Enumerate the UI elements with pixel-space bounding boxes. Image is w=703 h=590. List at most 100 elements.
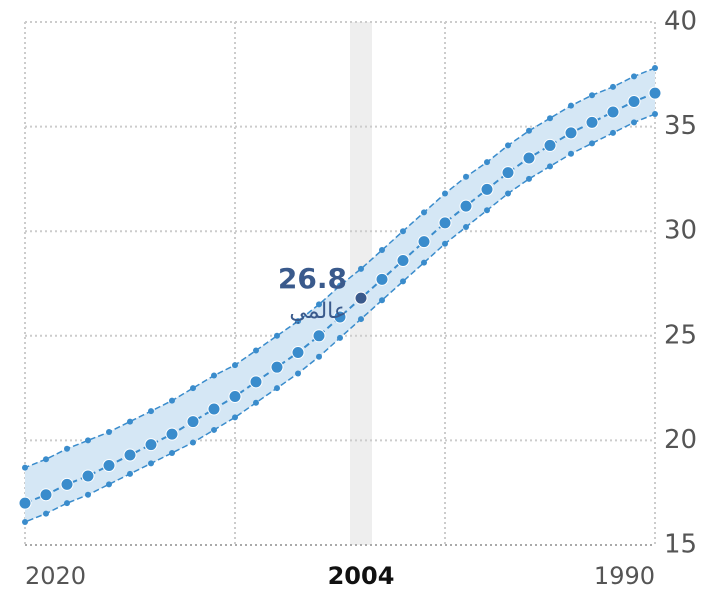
band-point — [610, 129, 616, 136]
band-point — [631, 119, 637, 126]
band-point — [400, 278, 406, 285]
band-point — [589, 92, 595, 99]
band-point — [190, 439, 196, 446]
band-point — [526, 127, 532, 134]
band-point — [190, 385, 196, 392]
y-tick-label: 20 — [664, 425, 697, 455]
band-point — [568, 102, 574, 109]
point — [480, 182, 494, 196]
band-point — [22, 518, 28, 525]
band-point — [127, 418, 133, 425]
point — [564, 126, 578, 140]
value-label: 26.8 — [278, 262, 347, 295]
band-point — [484, 159, 490, 166]
band-point — [337, 282, 343, 289]
band-point — [589, 140, 595, 147]
point — [291, 346, 305, 360]
band-point — [232, 362, 238, 369]
band-point — [211, 372, 217, 379]
band-point — [274, 332, 280, 339]
x-tick-label: 2020 — [25, 562, 86, 590]
band-point — [526, 175, 532, 182]
band-point — [253, 399, 259, 406]
point — [648, 86, 662, 100]
band-point — [316, 353, 322, 360]
y-tick-label: 40 — [664, 7, 697, 37]
band-point — [505, 190, 511, 197]
point — [270, 360, 284, 374]
y-tick-label: 30 — [664, 216, 697, 246]
point — [123, 448, 137, 462]
band-point — [547, 115, 553, 122]
band-point — [379, 297, 385, 304]
point — [60, 477, 74, 491]
band-point — [232, 414, 238, 421]
band-point — [442, 240, 448, 247]
band-point — [85, 491, 91, 498]
band-point — [169, 397, 175, 404]
band-point — [442, 190, 448, 197]
point — [165, 427, 179, 441]
point — [207, 402, 221, 416]
band-point — [337, 334, 343, 341]
band-point — [400, 228, 406, 235]
band-point — [295, 370, 301, 377]
point — [249, 375, 263, 389]
x-tick-label: 1990 — [594, 562, 655, 590]
point — [375, 272, 389, 286]
band-point — [43, 510, 49, 517]
band-point — [652, 111, 658, 118]
point — [18, 496, 32, 510]
band-point — [43, 456, 49, 463]
band-point — [64, 445, 70, 452]
y-tick-label: 35 — [664, 111, 697, 141]
band-point — [85, 437, 91, 444]
point — [459, 199, 473, 213]
band-point — [253, 347, 259, 354]
point — [543, 138, 557, 152]
band-point — [64, 500, 70, 507]
band-point — [127, 470, 133, 477]
point — [312, 329, 326, 343]
point — [186, 415, 200, 429]
band-point — [106, 429, 112, 436]
band-point — [652, 65, 658, 72]
band-point — [568, 150, 574, 157]
band-point — [169, 449, 175, 456]
point — [417, 235, 431, 249]
point — [102, 459, 116, 473]
band-point — [379, 247, 385, 254]
band-point — [547, 163, 553, 170]
band-point — [148, 460, 154, 467]
band-point — [463, 173, 469, 180]
band-point — [610, 83, 616, 90]
band-point — [631, 73, 637, 80]
point — [396, 253, 410, 267]
series-label: عالمي — [289, 299, 347, 324]
band-point — [316, 301, 322, 308]
point — [333, 310, 347, 324]
x-tick-label: 2004 — [328, 562, 395, 590]
band-point — [211, 426, 217, 433]
point — [627, 94, 641, 108]
band-point — [358, 316, 364, 323]
y-tick-label: 15 — [664, 530, 697, 560]
point — [144, 438, 158, 452]
band-point — [421, 209, 427, 216]
point — [438, 216, 452, 230]
band-point — [421, 259, 427, 266]
point — [354, 291, 368, 305]
point — [606, 105, 620, 119]
band-point — [484, 207, 490, 214]
point — [81, 469, 95, 483]
point — [228, 389, 242, 403]
band-point — [295, 318, 301, 325]
point — [585, 115, 599, 129]
band-point — [463, 224, 469, 231]
band-point — [505, 142, 511, 149]
band-point — [358, 265, 364, 272]
point — [501, 166, 515, 180]
band-point — [148, 408, 154, 415]
point — [39, 488, 53, 502]
